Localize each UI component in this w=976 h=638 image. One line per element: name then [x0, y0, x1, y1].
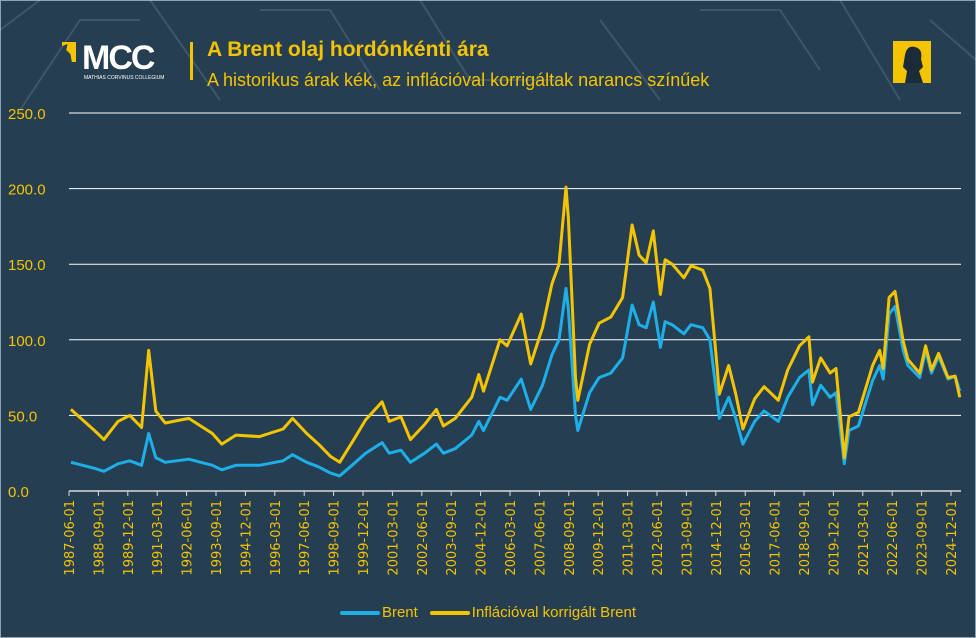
- x-tick-label: 2023-09-01: [916, 500, 931, 576]
- chart-subtitle: A historikus árak kék, az inflációval ko…: [207, 70, 710, 90]
- y-tick-label: 50.0: [8, 408, 37, 425]
- x-tick-label: 2006-03-01: [504, 500, 519, 576]
- x-tick-label: 2016-03-01: [739, 500, 754, 576]
- header-pattern: [0, 0, 976, 110]
- legend-label: Inflációval korrigált Brent: [471, 604, 637, 621]
- x-tick-label: 1997-06-01: [298, 500, 313, 576]
- logo-text: MCC: [82, 39, 155, 77]
- x-tick-label: 1989-12-01: [122, 500, 137, 576]
- legend-label: Brent: [381, 604, 418, 621]
- legend-item-adjusted: Inflációval korrigált Brent: [429, 604, 637, 621]
- x-tick-label: 2019-12-01: [827, 500, 842, 576]
- x-tick-label: 1996-03-01: [269, 500, 284, 576]
- x-tick-label: 2009-12-01: [592, 500, 607, 576]
- x-tick-label: 2008-09-01: [563, 500, 578, 576]
- x-tick-label: 2011-03-01: [622, 500, 637, 576]
- x-tick-label: 2013-09-01: [680, 500, 695, 576]
- x-tick-label: 2014-12-01: [710, 500, 725, 576]
- x-tick-label: 2001-03-01: [386, 500, 401, 576]
- series-line-brent: [70, 286, 962, 478]
- x-tick-label: 1988-09-01: [92, 500, 107, 576]
- legend: Brent Inflációval korrigált Brent: [0, 604, 976, 621]
- chart-title: A Brent olaj hordónkénti ára: [207, 38, 489, 61]
- x-tick-label: 1992-06-01: [181, 500, 196, 576]
- series-line-adjusted: [69, 185, 962, 464]
- x-tick-label: 2012-06-01: [651, 500, 666, 576]
- x-tick-label: 2004-12-01: [475, 500, 490, 576]
- y-tick-label: 250.0: [8, 106, 46, 123]
- logo-subtitle: MATHIAS CORVINUS COLLEGIUM: [84, 75, 165, 81]
- x-tick-label: 2002-06-01: [416, 500, 431, 576]
- y-tick-label: 100.0: [8, 333, 46, 350]
- x-tick-label: 2024-12-01: [945, 500, 960, 576]
- mcc-logo: MCC MATHIAS CORVINUS COLLEGIUM: [62, 40, 172, 84]
- x-tick-label: 1994-12-01: [239, 500, 254, 576]
- y-tick-label: 0.0: [8, 484, 29, 501]
- x-tick-label: 2017-06-01: [769, 500, 784, 576]
- x-tick-label: 1998-09-01: [328, 500, 343, 576]
- legend-swatch-brent: [339, 610, 380, 615]
- x-tick-label: 1991-03-01: [151, 500, 166, 576]
- x-tick-label: 1987-06-01: [63, 500, 78, 576]
- legend-swatch-adjusted: [429, 610, 470, 615]
- x-tick-label: 1999-12-01: [357, 500, 372, 576]
- y-tick-label: 200.0: [8, 182, 46, 199]
- x-tick-label: 1993-09-01: [210, 500, 225, 576]
- header-separator: [190, 42, 193, 80]
- y-tick-label: 150.0: [8, 257, 46, 274]
- x-tick-label: 2018-09-01: [798, 500, 813, 576]
- legend-item-brent: Brent: [339, 604, 418, 621]
- x-tick-label: 2021-03-01: [857, 500, 872, 576]
- x-tick-label: 2007-06-01: [533, 500, 548, 576]
- portrait-icon: [893, 41, 931, 83]
- x-tick-label: 2022-06-01: [886, 500, 901, 576]
- x-tick-label: 2003-09-01: [445, 500, 460, 576]
